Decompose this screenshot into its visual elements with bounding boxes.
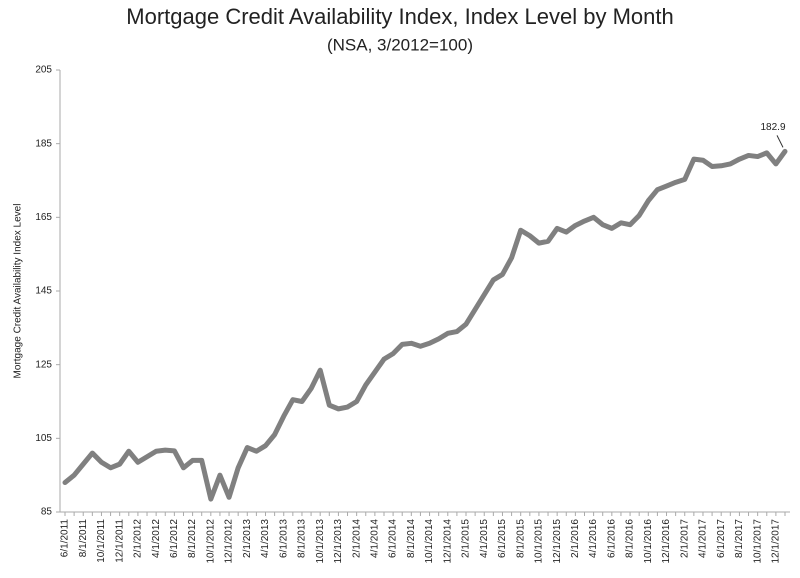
x-tick-label: 10/1/2017 xyxy=(752,519,763,564)
x-tick-label: 2/1/2017 xyxy=(679,519,690,558)
x-tick-label: 12/1/2017 xyxy=(771,519,782,564)
x-tick-label: 2/1/2013 xyxy=(242,519,253,558)
x-tick-label: 4/1/2017 xyxy=(698,519,709,558)
x-tick-label: 10/1/2016 xyxy=(643,519,654,564)
line-series xyxy=(62,148,788,502)
x-tick-label: 6/1/2016 xyxy=(606,519,617,558)
y-axis-label: Mortgage Credit Availability Index Level xyxy=(13,204,24,379)
chart-title: Mortgage Credit Availability Index, Inde… xyxy=(126,4,673,29)
x-tick-label: 10/1/2013 xyxy=(315,519,326,564)
x-tick-label: 4/1/2012 xyxy=(151,519,162,558)
x-tick-label: 6/1/2017 xyxy=(716,519,727,558)
y-tick-label: 145 xyxy=(35,286,52,297)
x-tick-label: 6/1/2011 xyxy=(60,519,71,558)
x-tick-label: 4/1/2015 xyxy=(479,519,490,558)
x-tick-label: 8/1/2013 xyxy=(297,519,308,558)
x-tick-label: 6/1/2014 xyxy=(388,519,399,558)
y-tick-label: 205 xyxy=(35,65,52,76)
y-tick-label: 185 xyxy=(35,138,52,149)
x-tick-label: 12/1/2015 xyxy=(552,519,563,564)
x-tick-label: 10/1/2015 xyxy=(534,519,545,564)
x-tick-label: 6/1/2015 xyxy=(497,519,508,558)
x-tick-label: 2/1/2012 xyxy=(133,519,144,558)
x-tick-label: 10/1/2012 xyxy=(205,519,216,564)
y-tick-label: 125 xyxy=(35,359,52,370)
annotation: 182.9 xyxy=(760,122,785,133)
x-tick-label: 12/1/2016 xyxy=(661,519,672,564)
x-tick-label: 8/1/2014 xyxy=(406,519,417,558)
x-tick-label: 10/1/2011 xyxy=(96,519,107,563)
x-tick-label: 2/1/2016 xyxy=(570,519,581,558)
y-tick-label: 85 xyxy=(41,507,53,518)
x-tick-label: 2/1/2015 xyxy=(461,519,472,558)
x-tick-label: 6/1/2012 xyxy=(169,519,180,558)
x-tick-label: 8/1/2015 xyxy=(515,519,526,558)
y-tick-label: 165 xyxy=(35,212,52,223)
x-tick-label: 2/1/2014 xyxy=(351,519,362,558)
y-tick-label: 105 xyxy=(35,433,52,444)
x-tick-label: 10/1/2014 xyxy=(424,519,435,564)
x-tick-label: 12/1/2014 xyxy=(442,519,453,564)
x-tick-label: 12/1/2013 xyxy=(333,519,344,564)
x-tick-label: 4/1/2014 xyxy=(370,519,381,558)
annotation-leader xyxy=(776,135,784,148)
x-tick-label: 8/1/2012 xyxy=(187,519,198,558)
x-tick-label: 8/1/2016 xyxy=(625,519,636,558)
x-tick-label: 6/1/2013 xyxy=(278,519,289,558)
x-tick-label: 8/1/2017 xyxy=(734,519,745,558)
x-tick-label: 12/1/2011 xyxy=(114,519,125,563)
x-tick-label: 12/1/2012 xyxy=(224,519,235,564)
chart-subtitle: (NSA, 3/2012=100) xyxy=(327,35,473,54)
x-tick-label: 4/1/2016 xyxy=(588,519,599,558)
x-tick-label: 4/1/2013 xyxy=(260,519,271,558)
x-tick-label: 8/1/2011 xyxy=(78,519,89,558)
